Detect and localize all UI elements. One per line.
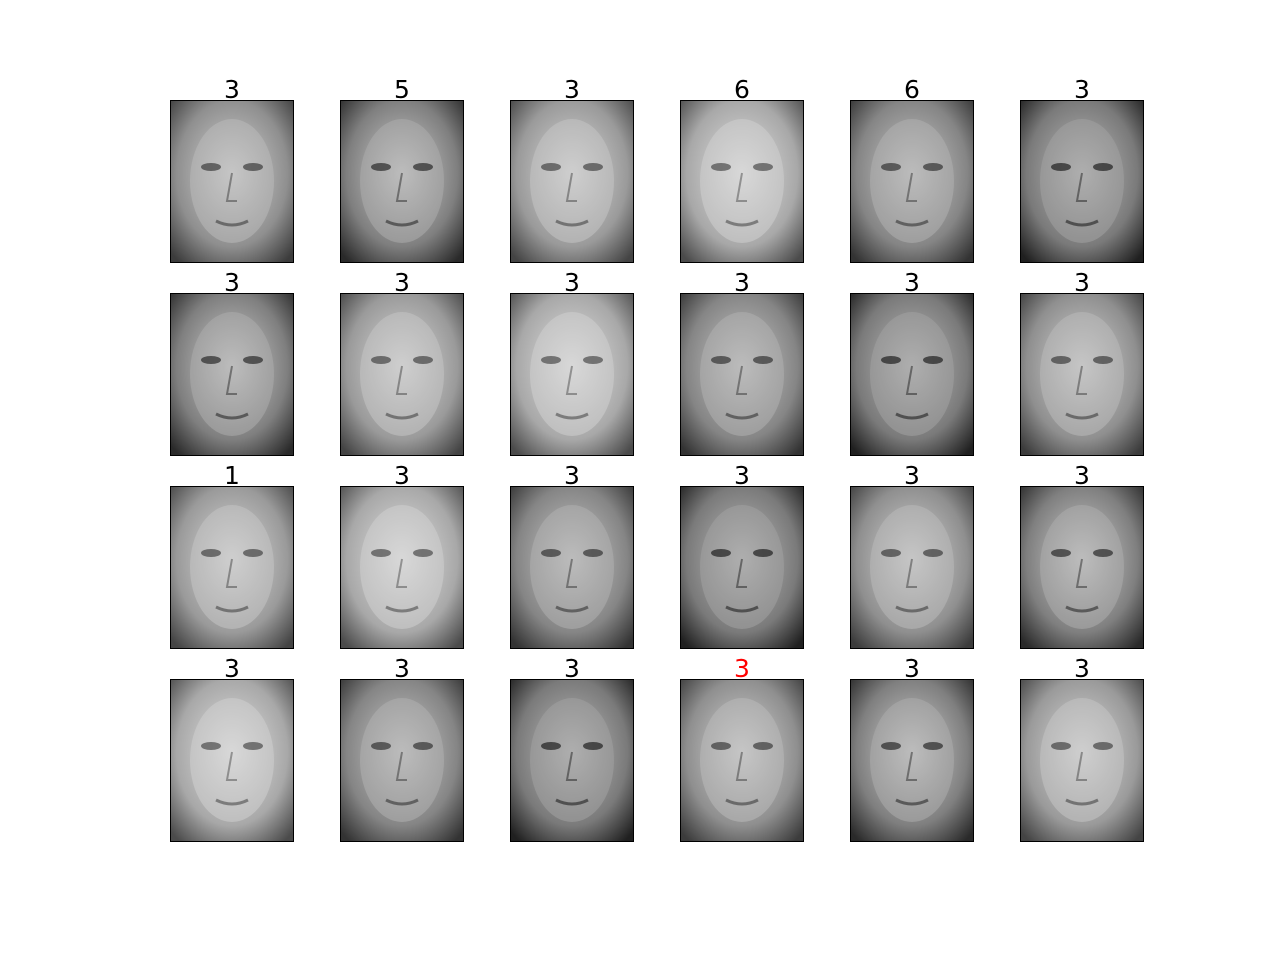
panel-title-label: 6 (904, 75, 920, 104)
face-thumbnail-image (170, 486, 294, 649)
face-panel: 3 (340, 461, 464, 649)
panel-title-label: 3 (1074, 654, 1090, 683)
panel-title-label: 5 (394, 75, 410, 104)
face-thumbnail-image (850, 100, 974, 263)
face-thumbnail-image (510, 486, 634, 649)
face-thumbnail-image (170, 100, 294, 263)
panel-title-label: 3 (564, 75, 580, 104)
panel-title-label: 3 (224, 75, 240, 104)
panel-title-label: 3 (394, 461, 410, 490)
panel-title-label: 3 (1074, 461, 1090, 490)
panel-title-label: 3 (1074, 75, 1090, 104)
face-panel: 3 (170, 75, 294, 263)
face-panel: 3 (170, 268, 294, 456)
face-thumbnail-image (340, 293, 464, 456)
face-panel: 3 (850, 461, 974, 649)
face-panel: 3 (1020, 75, 1144, 263)
face-thumbnail-image (340, 100, 464, 263)
panel-title-label: 3 (734, 654, 750, 683)
face-thumbnail-image (680, 679, 804, 842)
panel-title-label: 3 (224, 268, 240, 297)
face-thumbnail-image (510, 100, 634, 263)
face-panel: 3 (680, 654, 804, 842)
face-panel: 3 (340, 654, 464, 842)
panel-title-label: 3 (564, 268, 580, 297)
face-thumbnail-image (510, 293, 634, 456)
face-panel: 3 (510, 461, 634, 649)
face-thumbnail-image (1020, 293, 1144, 456)
face-thumbnail-image (1020, 679, 1144, 842)
face-thumbnail-image (340, 486, 464, 649)
panel-title-label: 3 (394, 268, 410, 297)
face-thumbnail-image (850, 293, 974, 456)
face-panel: 3 (340, 268, 464, 456)
face-thumbnail-image (170, 679, 294, 842)
face-thumbnail-image (510, 679, 634, 842)
panel-title-label: 3 (564, 654, 580, 683)
panel-title-label: 3 (1074, 268, 1090, 297)
panel-title-label: 3 (564, 461, 580, 490)
face-thumbnail-image (170, 293, 294, 456)
face-panel: 1 (170, 461, 294, 649)
face-thumbnail-image (340, 679, 464, 842)
face-panel: 6 (850, 75, 974, 263)
panel-title-label: 6 (734, 75, 750, 104)
face-panel: 3 (510, 268, 634, 456)
panel-title-label: 3 (394, 654, 410, 683)
panel-title-label: 3 (734, 268, 750, 297)
face-thumbnail-image (850, 679, 974, 842)
panel-title-label: 3 (904, 461, 920, 490)
face-panel: 3 (1020, 654, 1144, 842)
face-panel: 3 (170, 654, 294, 842)
face-panel: 3 (510, 654, 634, 842)
face-thumbnail-image (1020, 486, 1144, 649)
face-panel: 3 (850, 268, 974, 456)
face-panel: 5 (340, 75, 464, 263)
face-thumbnail-image (680, 100, 804, 263)
face-panel: 3 (850, 654, 974, 842)
panel-title-label: 3 (904, 654, 920, 683)
face-panel: 3 (680, 461, 804, 649)
face-thumbnail-image (680, 486, 804, 649)
panel-title-label: 3 (734, 461, 750, 490)
face-thumbnail-image (680, 293, 804, 456)
face-panel: 6 (680, 75, 804, 263)
face-thumbnail-image (1020, 100, 1144, 263)
face-panel: 3 (1020, 268, 1144, 456)
panel-title-label: 1 (224, 461, 240, 490)
face-thumbnail-image (850, 486, 974, 649)
face-panel: 3 (510, 75, 634, 263)
panel-title-label: 3 (224, 654, 240, 683)
face-panel: 3 (1020, 461, 1144, 649)
face-panel: 3 (680, 268, 804, 456)
panel-title-label: 3 (904, 268, 920, 297)
